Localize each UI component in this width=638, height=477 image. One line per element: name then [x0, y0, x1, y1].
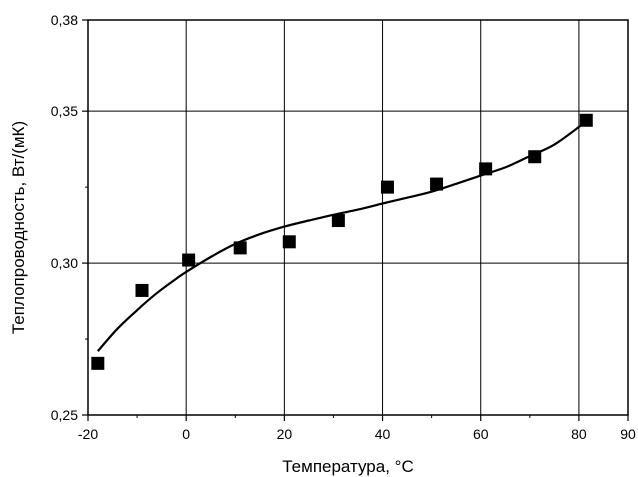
x-tick-label: 90	[620, 426, 636, 442]
data-point	[182, 253, 196, 267]
grid-lines	[88, 20, 628, 415]
data-point	[528, 150, 542, 164]
x-axis-title: Температура, °C	[282, 457, 413, 476]
data-point	[282, 235, 296, 249]
y-axis-title: Теплопроводность, Вт/(мК)	[9, 121, 28, 334]
data-point	[380, 180, 394, 194]
x-tick-label: -20	[78, 426, 98, 442]
data-points	[91, 113, 593, 370]
data-point	[91, 356, 105, 370]
data-point	[135, 283, 149, 297]
data-point	[331, 214, 345, 228]
fit-curve	[96, 122, 585, 352]
data-point	[579, 113, 593, 127]
y-tick-label: 0,25	[51, 407, 78, 423]
x-tick-label: 80	[571, 426, 587, 442]
y-tick-label: 0,35	[51, 103, 78, 119]
axis-ticks	[82, 19, 629, 421]
plot-frame	[87, 19, 629, 416]
x-tick-label: 60	[473, 426, 489, 442]
x-tick-label: 0	[182, 426, 190, 442]
y-tick-label: 0,38	[51, 12, 78, 28]
x-tick-label: 20	[277, 426, 293, 442]
data-point	[233, 241, 247, 255]
tick-labels: -20 0 20 40 60 80 90 0,25 0,30 0,35 0,38	[51, 12, 636, 442]
x-tick-label: 40	[375, 426, 391, 442]
y-tick-label: 0,30	[51, 255, 78, 271]
data-point	[479, 162, 493, 176]
data-point	[430, 177, 444, 191]
